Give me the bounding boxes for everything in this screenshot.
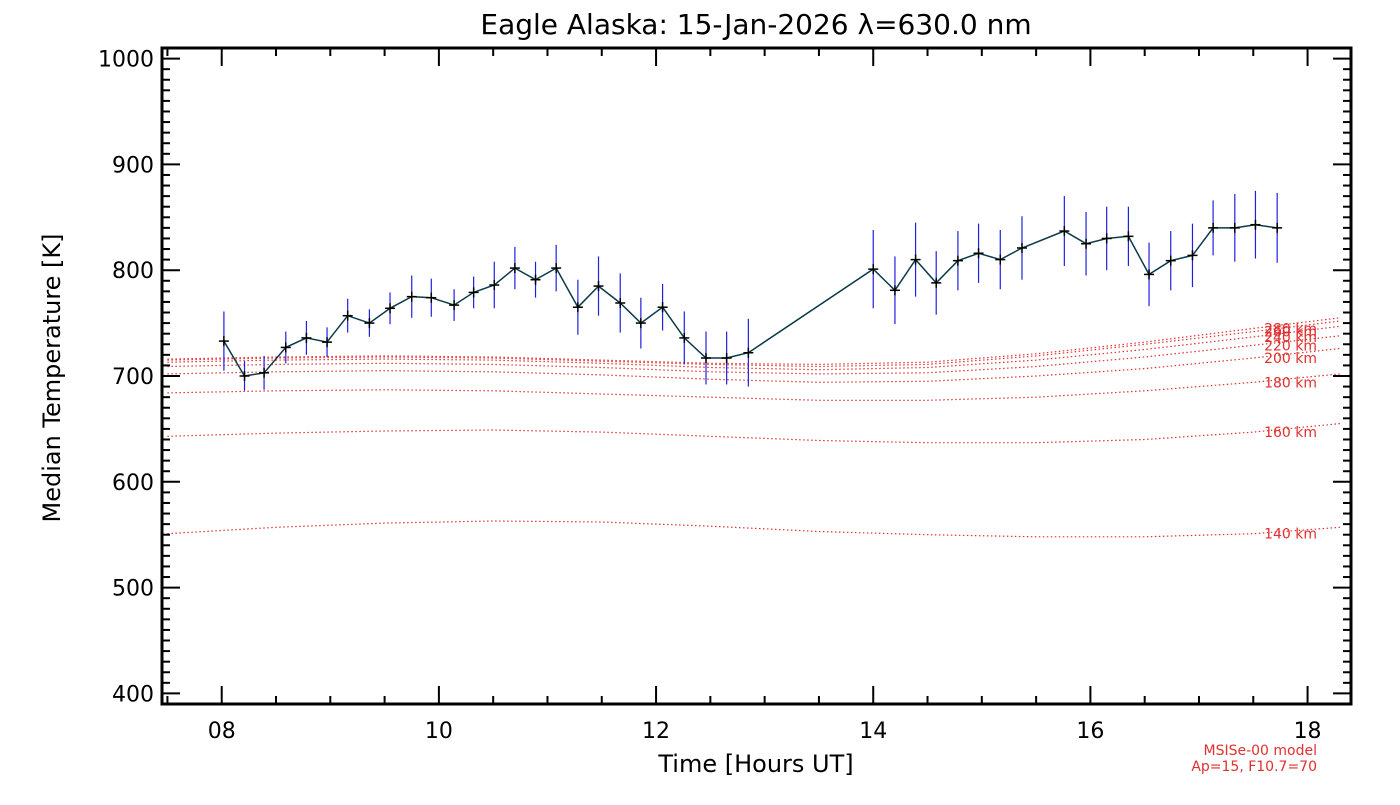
data-point xyxy=(743,347,754,358)
data-point xyxy=(1081,238,1092,249)
model-curve-220km xyxy=(167,335,1341,375)
model-curve-200km xyxy=(167,347,1341,383)
data-point xyxy=(259,367,270,378)
model-params-note: Ap=15, F10.7=70 xyxy=(1191,759,1317,775)
model-curve-280km xyxy=(167,317,1341,366)
data-point xyxy=(910,254,921,265)
data-point xyxy=(468,287,479,298)
data-point xyxy=(449,300,460,311)
model-curve-160km xyxy=(167,423,1341,444)
model-curve-label: 260 km xyxy=(1264,325,1317,341)
data-point xyxy=(1272,222,1283,233)
data-point xyxy=(1250,219,1261,230)
data-point xyxy=(1016,242,1027,253)
x-tick-label: 12 xyxy=(642,719,670,744)
data-point xyxy=(1144,269,1155,280)
data-point xyxy=(1165,255,1176,266)
x-tick-label: 14 xyxy=(859,719,887,744)
model-curve-260km xyxy=(167,320,1341,368)
model-curve-180km xyxy=(167,373,1341,401)
chart-title: Eagle Alaska: 15-Jan-2026 λ=630.0 nm xyxy=(480,8,1031,41)
data-point xyxy=(301,332,312,343)
axes: 08 10 12 14 16 18 400 500 600 700 800 900 1000 xyxy=(98,46,1353,744)
model-curve-140km xyxy=(167,520,1341,538)
data-point xyxy=(635,318,646,329)
data-point xyxy=(489,280,500,291)
data-point xyxy=(385,303,396,314)
model-curve-label: 280 km xyxy=(1264,321,1317,337)
x-tick-label: 18 xyxy=(1294,719,1322,744)
data-point xyxy=(1229,222,1240,233)
data-point xyxy=(701,353,712,364)
x-tick-label: 16 xyxy=(1076,719,1104,744)
data-point xyxy=(218,336,229,347)
data-point xyxy=(280,342,291,353)
data-point xyxy=(426,292,437,303)
x-tick-label: 10 xyxy=(425,719,453,744)
y-tick-label: 700 xyxy=(112,365,154,390)
plot-frame xyxy=(160,46,1353,706)
data-point xyxy=(952,255,963,266)
x-axis-label: Time [Hours UT] xyxy=(657,750,853,778)
data-point xyxy=(551,263,562,274)
data-point xyxy=(239,371,250,381)
y-tick-label: 800 xyxy=(112,259,154,284)
data-point xyxy=(1101,233,1112,244)
y-tick-label: 900 xyxy=(112,153,154,178)
data-point xyxy=(530,274,541,285)
y-tick-label: 500 xyxy=(112,577,154,602)
data-point xyxy=(889,285,900,296)
y-tick-label: 1000 xyxy=(98,48,154,73)
data-point xyxy=(1059,226,1070,237)
model-curve-label: 240 km xyxy=(1264,330,1317,346)
model-curve-label: 180 km xyxy=(1264,375,1317,391)
model-curve-label: 200 km xyxy=(1264,351,1317,367)
data-point xyxy=(931,277,942,288)
data-point xyxy=(868,264,879,275)
data-point xyxy=(615,297,626,308)
data-point xyxy=(572,302,583,313)
model-name-note: MSISe-00 model xyxy=(1203,743,1317,759)
y-tick-label: 600 xyxy=(112,471,154,496)
data-point xyxy=(322,337,333,348)
model-curve-240km xyxy=(167,325,1341,371)
model-curve-label: 160 km xyxy=(1264,425,1317,441)
data-point xyxy=(342,310,353,321)
model-curve-label: 220 km xyxy=(1264,338,1317,354)
data-point xyxy=(721,353,732,364)
data-point xyxy=(406,291,417,302)
data-point xyxy=(973,248,984,259)
data-point xyxy=(995,254,1006,265)
y-tick-label: 400 xyxy=(112,682,154,707)
data-point xyxy=(1187,250,1198,261)
data-point xyxy=(657,302,668,313)
y-axis-label: Median Temperature [K] xyxy=(38,233,66,522)
measured-series xyxy=(218,190,1283,391)
model-curve-label: 140 km xyxy=(1264,527,1317,543)
data-point xyxy=(593,281,604,292)
data-point xyxy=(1208,222,1219,233)
data-point xyxy=(509,263,520,274)
x-tick-label: 08 xyxy=(208,719,236,744)
data-point xyxy=(1123,231,1134,242)
data-point xyxy=(679,332,690,343)
data-point xyxy=(364,318,375,329)
